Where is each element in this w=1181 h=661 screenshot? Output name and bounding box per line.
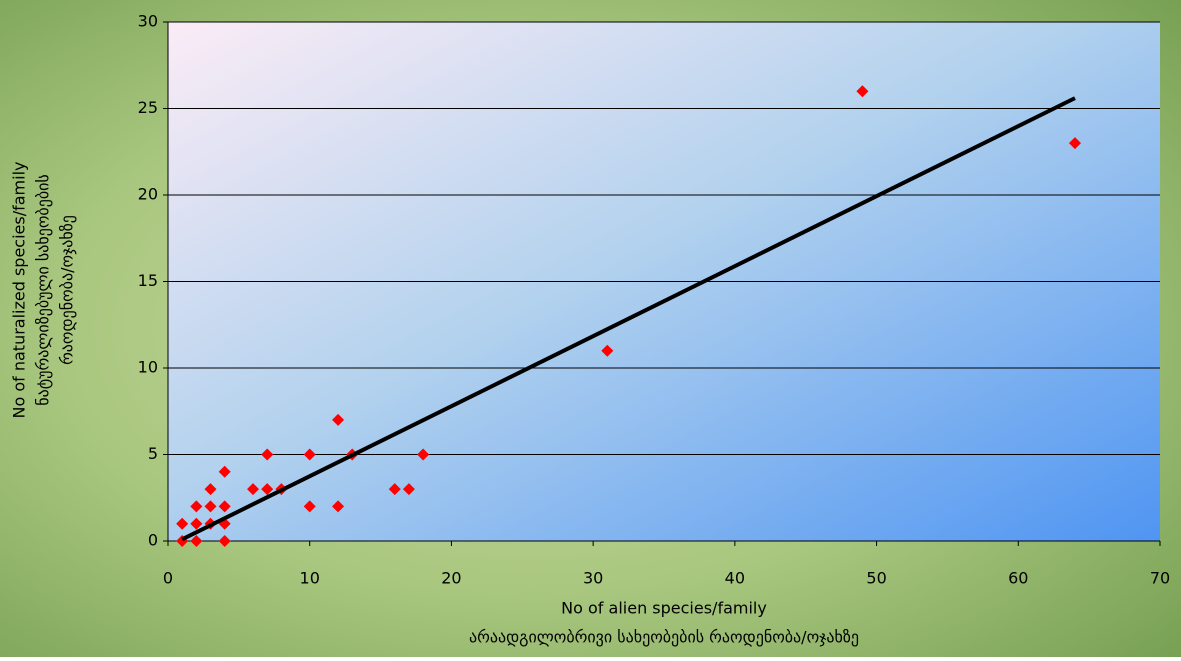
y-axis-title: რაოდენობა/ოჯახზე [58, 215, 77, 365]
x-tick-label: 50 [866, 569, 886, 588]
x-axis-title: არაადგილობრივი სახეობების რაოდენობა/ოჯახ… [469, 628, 859, 647]
x-tick-label: 20 [441, 569, 461, 588]
x-tick-label: 30 [583, 569, 603, 588]
x-tick-label: 60 [1008, 569, 1028, 588]
y-tick-label: 25 [138, 98, 158, 117]
x-tick-label: 10 [300, 569, 320, 588]
chart: 0 5 10 15 20 25 30 0 10 20 30 40 50 60 70 No of alien s… [0, 0, 1181, 657]
x-axis-title: No of alien species/family [561, 599, 767, 618]
y-tick-label: 15 [138, 271, 158, 290]
page: {"chart_data": {"type": "scatter", "x": … [0, 0, 1181, 661]
y-tick-label: 5 [148, 444, 158, 463]
x-tick-label: 70 [1150, 569, 1170, 588]
y-tick-label: 0 [148, 531, 158, 550]
y-tick-label: 10 [138, 358, 158, 377]
x-tick-label: 0 [163, 569, 173, 588]
x-tick-label: 40 [725, 569, 745, 588]
y-axis-title: ნატურალიზებული სახეობების [34, 174, 53, 406]
y-tick-label: 20 [138, 185, 158, 204]
y-axis-title: No of naturalized species/family [10, 162, 29, 419]
y-tick-label: 30 [138, 12, 158, 31]
